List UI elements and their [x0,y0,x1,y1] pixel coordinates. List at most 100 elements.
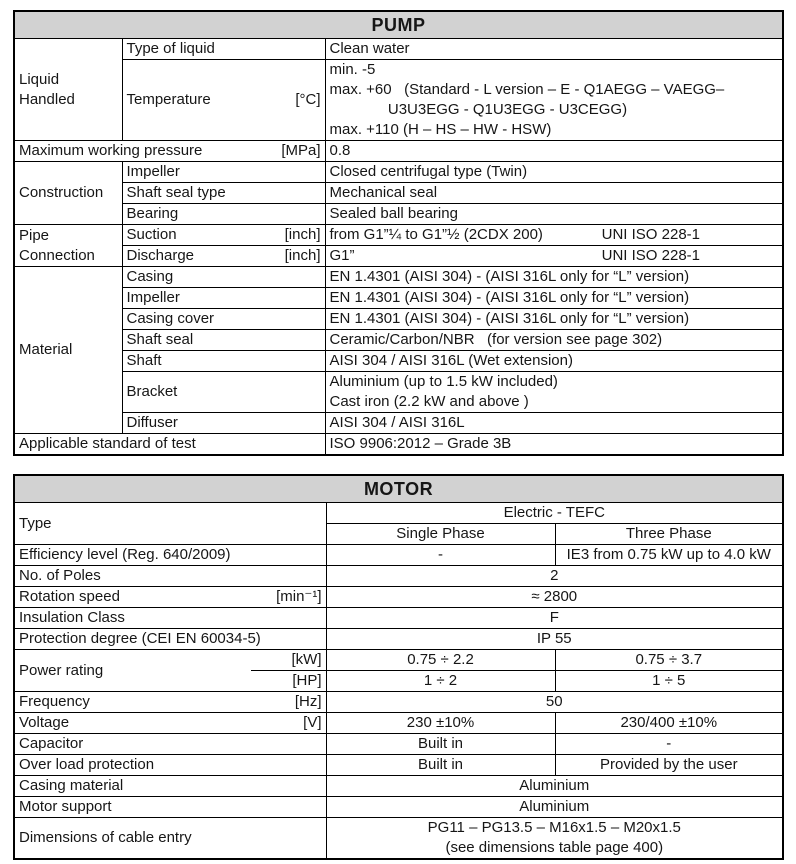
motor-title-row: MOTOR [13,474,784,503]
suction-label: Suction [126,226,177,243]
material-group-cell: Material [13,266,123,434]
temperature-label: Temperature [126,91,211,108]
efficiency-single-value: - [325,544,556,566]
shaft-seal-label: Shaft seal [121,329,326,351]
bearing-row: Bearing Sealed ball bearing [14,203,784,225]
max-pressure-row: Maximum working pressure [MPa] 0.8 [13,140,784,162]
efficiency-label: Efficiency level (Reg. 640/2009) [13,544,327,566]
power-hp-unit: [HP] [251,670,327,692]
liquid-handled-group-cell: Liquid Handled [13,38,123,141]
impeller-material-row: Impeller EN 1.4301 (AISI 304) - (AISI 31… [14,287,784,309]
diffuser-row: Diffuser AISI 304 / AISI 316L [14,412,784,434]
capacitor-label: Capacitor [13,733,327,755]
type-of-liquid-value: Clean water [324,38,784,60]
protection-label: Protection degree (CEI EN 60034-5) [13,628,327,650]
temperature-unit: [°C] [295,91,321,108]
max-pressure-label: Maximum working pressure [19,142,203,159]
shaft-value: AISI 304 / AISI 316L (Wet extension) [324,350,784,372]
voltage-unit: [V] [251,712,327,734]
overload-row: Over load protection Built in Provided b… [13,754,784,776]
pipe-connection-group-cell: Pipe Connection [13,224,123,267]
bearing-label: Bearing [121,203,326,225]
suction-unit: [inch] [284,226,321,243]
shaft-seal-value: Ceramic/Carbon/NBR (for version see page… [324,329,784,351]
motor-support-label: Motor support [13,796,327,818]
pump-title-row: PUMP [13,10,784,39]
casing-cover-label: Casing cover [121,308,326,330]
suction-label-cell: Suction [inch] [121,224,326,246]
pump-spec-table: PUMP Liquid Handled Type of liquid Clean… [13,10,784,456]
temperature-value: min. -5 max. +60 (Standard - L version –… [324,59,784,141]
voltage-label: Voltage [13,712,251,734]
overload-single-value: Built in [325,754,556,776]
casing-row: Material Casing EN 1.4301 (AISI 304) - (… [13,266,784,434]
insulation-row: Insulation Class F [13,607,784,629]
shaft-seal-type-value: Mechanical seal [324,182,784,204]
max-pressure-value: 0.8 [324,140,784,162]
impeller-material-value: EN 1.4301 (AISI 304) - (AISI 316L only f… [324,287,784,309]
power-rating-label: Power rating [13,649,251,692]
rotation-speed-unit: [min⁻¹] [251,586,327,608]
power-hp-single-value: 1 ÷ 2 [325,670,556,692]
type-of-liquid-label: Type of liquid [121,38,326,60]
voltage-single-value: 230 ±10% [325,712,556,734]
casing-label: Casing [121,266,326,288]
frequency-value: 50 [325,691,784,713]
impeller-material-label: Impeller [121,287,326,309]
bracket-value: Aluminium (up to 1.5 kW included) Cast i… [324,371,784,413]
voltage-row: Voltage [V] 230 ±10% 230/400 ±10% [13,712,784,734]
cable-entry-label: Dimensions of cable entry [13,817,327,860]
shaft-label: Shaft [121,350,326,372]
discharge-row: Discharge [inch] G1” UNI ISO 228-1 [14,245,784,267]
motor-support-row: Motor support Aluminium [13,796,784,818]
power-hp-row: [HP] 1 ÷ 2 1 ÷ 5 [14,670,784,692]
discharge-label: Discharge [126,247,195,264]
discharge-standard: UNI ISO 228-1 [601,247,700,264]
suction-value: from G1”¼ to G1”½ (2CDX 200) [329,226,543,243]
standard-of-test-value: ISO 9906:2012 – Grade 3B [324,433,784,456]
power-kw-row: Power rating [kW] 0.75 ÷ 2.2 0.75 ÷ 3.7 [13,649,784,692]
casing-cover-row: Casing cover EN 1.4301 (AISI 304) - (AIS… [14,308,784,330]
cable-entry-row: Dimensions of cable entry PG11 – PG13.5 … [13,817,784,860]
efficiency-row: Efficiency level (Reg. 640/2009) - IE3 f… [13,544,784,566]
temperature-label-cell: Temperature [°C] [121,59,326,141]
suction-standard: UNI ISO 228-1 [601,226,700,243]
overload-label: Over load protection [13,754,327,776]
type-of-liquid-row: Liquid Handled Type of liquid Clean wate… [13,38,784,141]
single-phase-header: Single Phase [325,523,556,545]
discharge-label-cell: Discharge [inch] [121,245,326,267]
construction-group-cell: Construction [13,161,123,225]
impeller-label: Impeller [121,161,326,183]
standard-of-test-row: Applicable standard of test ISO 9906:201… [13,433,784,456]
discharge-value-cell: G1” UNI ISO 228-1 [324,245,784,267]
cable-entry-value: PG11 – PG13.5 – M16x1.5 – M20x1.5 (see d… [325,817,784,860]
capacitor-single-value: Built in [325,733,556,755]
power-kw-single-value: 0.75 ÷ 2.2 [325,649,556,671]
power-kw-three-value: 0.75 ÷ 3.7 [554,649,784,671]
rotation-speed-label: Rotation speed [13,586,251,608]
rotation-speed-row: Rotation speed [min⁻¹] ≈ 2800 [13,586,784,608]
casing-material-value: Aluminium [325,775,784,797]
shaft-seal-type-row: Shaft seal type Mechanical seal [14,182,784,204]
spec-sheet: PUMP Liquid Handled Type of liquid Clean… [13,10,785,860]
casing-cover-value: EN 1.4301 (AISI 304) - (AISI 316L only f… [324,308,784,330]
diffuser-label: Diffuser [121,412,326,434]
poles-label: No. of Poles [13,565,327,587]
capacitor-three-value: - [554,733,784,755]
insulation-label: Insulation Class [13,607,327,629]
casing-material-row: Casing material Aluminium [13,775,784,797]
motor-spec-table: MOTOR Type Electric - TEFC Single Phase … [13,474,785,860]
bracket-row: Bracket Aluminium (up to 1.5 kW included… [14,371,784,413]
impeller-row: Construction Impeller Closed centrifugal… [13,161,784,225]
shaft-row: Shaft AISI 304 / AISI 316L (Wet extensio… [14,350,784,372]
suction-value-cell: from G1”¼ to G1”½ (2CDX 200) UNI ISO 228… [324,224,784,246]
poles-value: 2 [325,565,784,587]
insulation-value: F [325,607,784,629]
bearing-value: Sealed ball bearing [324,203,784,225]
frequency-label: Frequency [13,691,251,713]
standard-of-test-label: Applicable standard of test [13,433,326,456]
power-hp-three-value: 1 ÷ 5 [554,670,784,692]
max-pressure-label-cell: Maximum working pressure [MPa] [13,140,326,162]
motor-type-row: Type Electric - TEFC [13,502,784,545]
motor-type-label: Type [13,502,327,545]
